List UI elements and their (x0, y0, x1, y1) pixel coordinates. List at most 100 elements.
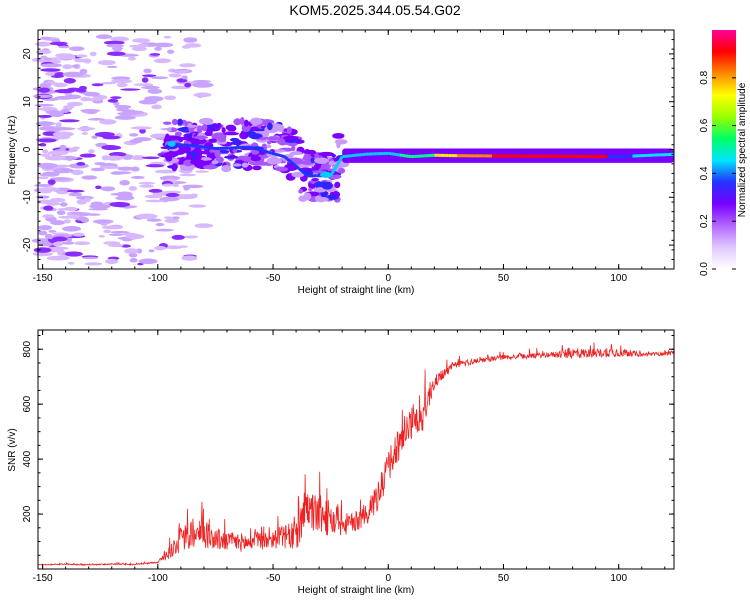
noise-blob (168, 73, 182, 78)
noise-blob (153, 58, 172, 64)
noise-blob (81, 175, 98, 180)
noise-blob (142, 74, 157, 77)
noise-blob (107, 98, 119, 103)
ridge-segment (271, 151, 277, 156)
noise-blob (76, 127, 96, 131)
noise-blob (114, 115, 136, 120)
noise-blob (141, 77, 149, 83)
y-tick-label: 0 (22, 146, 33, 152)
noise-blob (94, 131, 115, 138)
noise-blob (83, 197, 91, 203)
noise-blob (128, 56, 136, 61)
signal-blob (217, 136, 227, 143)
noise-blob (155, 222, 165, 227)
signal-blob (165, 155, 173, 162)
noise-blob (79, 68, 88, 75)
noise-blob (131, 155, 145, 161)
noise-blob (104, 155, 124, 161)
colorbar-gradient (712, 30, 736, 269)
noise-blob (101, 225, 124, 230)
noise-blob (38, 225, 52, 231)
noise-blob (62, 64, 73, 70)
noise-blob (40, 63, 63, 68)
ridge-segment (335, 163, 340, 168)
noise-blob (95, 34, 113, 40)
noise-blob (121, 238, 133, 242)
noise-blob (99, 119, 117, 125)
spectrogram-x-axis-label: Height of straight line (km) (298, 285, 415, 296)
ridge-segment (338, 158, 343, 163)
noise-blob (139, 184, 154, 188)
noise-blob (68, 261, 75, 265)
noise-blob (184, 43, 202, 48)
noise-blob (36, 49, 52, 55)
noise-blob (72, 146, 81, 150)
noise-blob (153, 42, 174, 48)
signal-blob (318, 151, 335, 157)
signal-blob (216, 122, 222, 128)
ridge-segment (330, 170, 335, 175)
noise-blob (34, 103, 54, 107)
noise-blob (48, 229, 57, 233)
noise-blob (38, 230, 48, 236)
signal-blob (250, 126, 259, 131)
x-tick-label: -100 (148, 573, 168, 584)
noise-blob (43, 205, 54, 211)
noise-blob (42, 214, 55, 219)
signal-blob (201, 124, 208, 132)
noise-blob (145, 199, 165, 203)
noise-blob (38, 87, 51, 93)
x-tick-label: 50 (498, 573, 510, 584)
noise-blob (56, 190, 69, 195)
signal-blob (266, 122, 273, 131)
noise-blob (76, 161, 86, 166)
noise-blob (76, 54, 88, 58)
signal-blob (171, 118, 178, 126)
x-tick-label: -50 (266, 273, 281, 284)
noise-blob (154, 228, 174, 232)
noise-blob (88, 208, 109, 211)
signal-blob (266, 144, 272, 149)
signal-blob (198, 117, 214, 125)
x-tick-label: -50 (266, 573, 281, 584)
noise-blob (42, 149, 49, 154)
noise-blob (97, 59, 116, 66)
noise-blob (84, 262, 103, 266)
signal-blob (195, 154, 202, 160)
noise-blob (70, 169, 84, 176)
signal-blob (196, 138, 207, 144)
noise-blob (34, 183, 54, 187)
noise-blob (108, 233, 125, 236)
signal-blob (314, 163, 321, 170)
signal-blob (334, 139, 348, 145)
noise-blob (149, 76, 169, 80)
noise-blob (99, 165, 121, 170)
noise-blob (133, 83, 153, 86)
signal-blob (282, 135, 299, 141)
noise-blob (179, 173, 197, 177)
noise-blob (52, 131, 74, 137)
signal-blob (329, 188, 336, 193)
noise-blob (85, 98, 102, 102)
noise-blob (65, 94, 82, 100)
ridge-peak (320, 171, 333, 178)
noise-blob (179, 63, 196, 68)
snr-axes: -150 -100 -50 0 50 100 200 400 600 800 (22, 330, 674, 584)
noise-blob (90, 201, 104, 206)
x-tick-label: 100 (610, 573, 627, 584)
noise-blob (183, 235, 199, 239)
colorbar: 0.0 0.2 0.4 0.6 0.8 Normalized spectral ampl… (699, 30, 748, 276)
noise-blob (138, 182, 156, 185)
noise-blob (111, 79, 133, 84)
noise-blob (106, 43, 125, 48)
signal-blob (198, 150, 211, 155)
noise-blob (59, 202, 68, 207)
noise-blob (72, 232, 85, 237)
noise-blob (105, 258, 119, 264)
signal-blob (277, 138, 286, 143)
noise-blob (144, 194, 163, 199)
noise-blob (128, 252, 138, 258)
signal-blob (180, 145, 192, 154)
y-tick-label: 800 (22, 340, 33, 357)
